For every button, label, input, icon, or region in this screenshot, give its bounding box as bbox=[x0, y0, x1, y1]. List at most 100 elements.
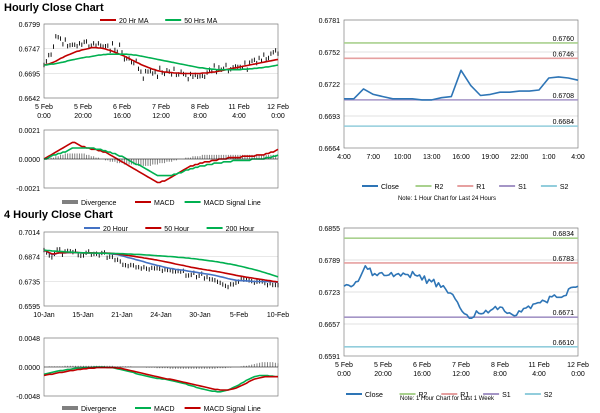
c2-x-tick-label: 4:00 bbox=[337, 154, 351, 161]
c0-x-tick-label: 7 Feb bbox=[152, 104, 170, 111]
c0-y-tick-label: 0.6642 bbox=[19, 96, 41, 103]
c4-y-tick-label: -0.0048 bbox=[16, 394, 40, 401]
hourly-macd-chart: 0.0021 0.0000 -0.0021 Divergence MACD MACD Si… bbox=[16, 128, 279, 207]
c5-x-tick-label: 20:00 bbox=[374, 371, 392, 378]
c5-level-label-s2: 0.6610 bbox=[553, 340, 575, 347]
c5-legend-label: R1 bbox=[460, 392, 469, 398]
c5-level-label-s1: 0.6671 bbox=[553, 310, 575, 317]
c0-x-tick-label: 5 Feb bbox=[74, 104, 92, 111]
c2-level-label-s2: 0.6684 bbox=[553, 119, 575, 126]
c2-x-tick-label: 16:00 bbox=[452, 154, 470, 161]
c3-x-tick-label: 10-Feb bbox=[267, 312, 289, 319]
c5-plot-frame bbox=[343, 227, 579, 357]
c3-x-tick-label: 24-Jan bbox=[150, 312, 172, 319]
c4-legend-label: MACD bbox=[154, 406, 175, 413]
c2-x-tick-label: 10:00 bbox=[394, 154, 412, 161]
c2-y-tick-label: 0.6664 bbox=[319, 146, 341, 153]
c1-legend-label: MACD Signal Line bbox=[204, 200, 261, 207]
c0-y-tick-label: 0.6695 bbox=[19, 71, 41, 78]
c5-legend-label: Close bbox=[365, 392, 383, 398]
c0-y-tick-label: 0.6747 bbox=[19, 47, 41, 54]
c2-legend-label: S1 bbox=[518, 184, 527, 190]
c4-y-tick-label: 0.0000 bbox=[19, 365, 41, 372]
c0-legend-label: 50 Hrs MA bbox=[184, 18, 217, 25]
c5-x-tick-label: 16:00 bbox=[413, 371, 431, 378]
4hourly-section-title: 4 Hourly Close Chart bbox=[4, 209, 113, 221]
c2-plot-frame bbox=[343, 19, 579, 149]
c5-x-tick-label: 8:00 bbox=[493, 371, 507, 378]
c2-legend-label: Close bbox=[381, 184, 399, 190]
c5-x-tick-label: 11 Feb bbox=[528, 362, 549, 369]
c5-y-tick-label: 0.6789 bbox=[319, 258, 341, 265]
c1-legend-label: MACD bbox=[154, 200, 175, 207]
c2-legend-label: S2 bbox=[560, 184, 569, 190]
c5-y-tick-label: 0.6855 bbox=[319, 226, 341, 233]
c3-plot-frame bbox=[43, 231, 279, 307]
c3-legend-label: 200 Hour bbox=[226, 226, 255, 233]
c1-series-2-line bbox=[44, 147, 279, 177]
c4-legend-label: Divergence bbox=[81, 406, 117, 413]
c0-x-tick-label: 6 Feb bbox=[113, 104, 131, 111]
c0-x-tick-label: 20:00 bbox=[74, 113, 92, 120]
c2-series-0-line bbox=[344, 69, 579, 101]
c0-y-tick-label: 0.6799 bbox=[19, 22, 41, 29]
c3-x-tick-label: 10-Jan bbox=[33, 312, 55, 319]
c2-level-label-r2: 0.6760 bbox=[553, 36, 575, 43]
c5-level-label-r2: 0.6834 bbox=[553, 231, 575, 238]
c2-level-label-s1: 0.6708 bbox=[553, 93, 575, 100]
c5-level-label-r1: 0.6783 bbox=[553, 256, 575, 263]
c5-x-tick-label: 5 Feb bbox=[374, 362, 392, 369]
c1-y-tick-label: 0.0000 bbox=[19, 157, 41, 164]
c5-x-tick-label: 12 Feb bbox=[567, 362, 589, 369]
c3-x-tick-label: 5-Feb bbox=[230, 312, 248, 319]
c1-y-tick-label: 0.0021 bbox=[19, 128, 41, 135]
c5-legend-label: S2 bbox=[544, 392, 553, 398]
c3-y-tick-label: 0.6595 bbox=[19, 304, 41, 311]
c5-x-tick-label: 0:00 bbox=[571, 371, 585, 378]
c5-x-tick-label: 0:00 bbox=[337, 371, 351, 378]
c3-y-tick-label: 0.7014 bbox=[19, 230, 41, 237]
c0-x-tick-label: 12:00 bbox=[152, 113, 170, 120]
hourly-24h-note: Note: 1 Hour Chart for Last 24 Hours bbox=[397, 196, 497, 202]
c2-x-tick-label: 1:00 bbox=[542, 154, 556, 161]
c5-x-tick-label: 8 Feb bbox=[491, 362, 509, 369]
c2-level-label-r1: 0.6746 bbox=[553, 51, 575, 58]
c0-x-tick-label: 16:00 bbox=[113, 113, 131, 120]
c3-series-3-line bbox=[43, 249, 279, 278]
c4-legend-label: MACD Signal Line bbox=[204, 406, 261, 413]
c2-y-tick-label: 0.6722 bbox=[319, 82, 341, 89]
c5-x-tick-label: 4:00 bbox=[532, 371, 546, 378]
c0-x-tick-label: 4:00 bbox=[232, 113, 246, 120]
c5-x-tick-label: 7 Feb bbox=[452, 362, 470, 369]
c5-y-tick-label: 0.6657 bbox=[319, 322, 341, 329]
c2-x-tick-label: 7:00 bbox=[366, 154, 380, 161]
c1-legend-label: Divergence bbox=[81, 200, 117, 207]
c2-x-tick-label: 22:00 bbox=[511, 154, 529, 161]
c1-y-tick-label: -0.0021 bbox=[16, 186, 40, 193]
c0-x-tick-label: 8:00 bbox=[193, 113, 207, 120]
c5-legend-label: S1 bbox=[502, 392, 511, 398]
c4-series-2-line bbox=[43, 366, 278, 391]
c0-x-tick-label: 0:00 bbox=[37, 113, 51, 120]
c3-y-tick-label: 0.6874 bbox=[19, 255, 41, 262]
c2-y-tick-label: 0.6693 bbox=[319, 114, 341, 121]
c4-series-1-line bbox=[43, 366, 278, 393]
c3-x-tick-label: 30-Jan bbox=[189, 312, 211, 319]
c5-x-tick-label: 5 Feb bbox=[335, 362, 353, 369]
c0-x-tick-label: 0:00 bbox=[271, 113, 285, 120]
c1-series-1-line bbox=[43, 141, 279, 184]
c5-y-tick-label: 0.6723 bbox=[319, 290, 341, 297]
c0-series-2-line bbox=[44, 53, 279, 71]
c2-x-tick-label: 19:00 bbox=[481, 154, 499, 161]
4h-macd-chart: 0.0048 0.0000 -0.0048 Divergence MACD MACD Si… bbox=[16, 336, 279, 413]
c2-y-tick-label: 0.6752 bbox=[319, 50, 341, 57]
c0-x-tick-label: 5 Feb bbox=[35, 104, 53, 111]
c3-x-tick-label: 21-Jan bbox=[111, 312, 133, 319]
c5-legend-label: R2 bbox=[419, 392, 428, 398]
c3-y-tick-label: 0.6735 bbox=[19, 279, 41, 286]
c2-x-tick-label: 13:00 bbox=[423, 154, 441, 161]
c0-x-tick-label: 8 Feb bbox=[191, 104, 209, 111]
